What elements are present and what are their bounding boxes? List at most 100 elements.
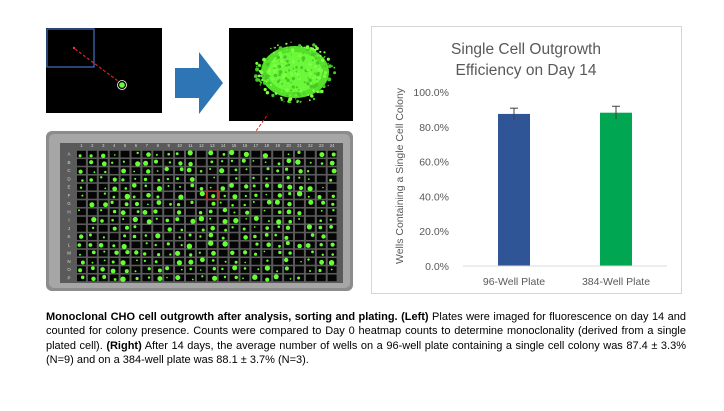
well [273,241,283,249]
well-colony [297,211,302,216]
well-colony [199,191,205,197]
caption-left-label: (Left) [401,311,429,323]
well-colony [199,187,204,191]
well-colony [78,169,83,174]
well-colony [263,209,266,212]
well-colony [209,217,212,220]
well [196,249,206,257]
chart-title-line-2: Efficiency on Day 14 [455,62,596,79]
well [98,258,108,265]
well-colony [307,195,310,198]
well-colony [229,149,235,156]
well [153,241,163,249]
well-colony [278,244,281,248]
well-colony [78,268,83,273]
single-cell [72,46,76,50]
plate-row-label: I [68,218,69,223]
well-colony [124,269,129,274]
well-colony [91,261,94,264]
well-colony [155,217,158,220]
well [175,241,184,249]
well-colony [329,218,332,221]
well-colony [255,242,259,246]
well-colony [266,259,269,262]
well [295,233,304,240]
well-colony [89,202,95,208]
well [87,241,97,249]
well [196,175,206,183]
well-colony [287,184,293,190]
well-colony [176,260,182,266]
well [273,175,283,183]
well-colony [81,179,84,182]
well [153,225,163,232]
well [305,216,315,224]
well [273,159,283,166]
plate-column-label: 18 [264,143,269,148]
well-colony [257,268,260,271]
well-colony [305,243,311,248]
well-colony [320,162,324,165]
well-colony [286,209,292,215]
plate-row-label: L [68,242,71,247]
well-colony [91,217,97,223]
well-colony [297,150,301,154]
well [164,192,174,199]
well-colony [331,152,336,157]
well [175,266,184,273]
well-colony [318,268,322,273]
well [273,233,283,240]
well-colony [307,178,310,180]
well-colony [166,177,170,181]
well-colony [277,183,283,189]
well-colony [122,218,125,221]
well-colony [321,234,326,239]
well [131,241,141,249]
well-colony [252,184,256,188]
well-colony [208,209,213,214]
well-colony [321,200,326,205]
well [273,208,283,216]
well [98,225,108,232]
y-tick-label: 80.0% [419,122,449,134]
well-colony [154,243,157,247]
well [251,150,261,158]
well [153,150,163,158]
well-colony [265,193,268,196]
well-colony [103,250,106,253]
plate-column-label: 1 [80,143,83,148]
well-colony [104,170,107,174]
well-colony [265,277,270,282]
plate-column-label: 16 [243,143,248,148]
well-colony [165,266,170,271]
well [77,216,86,224]
well-colony [319,152,325,158]
bar-2 [600,112,632,267]
well-colony [112,177,117,182]
well-colony [274,233,277,237]
well-colony [306,224,312,230]
well [196,150,206,158]
well-colony [224,260,227,263]
well-colony [234,168,238,172]
well-colony [198,251,201,254]
well-colony [210,160,214,164]
well [240,241,250,249]
well [153,192,163,199]
well-colony [212,275,218,281]
well-colony [166,242,170,246]
well-colony [190,200,194,204]
well [142,233,152,240]
well [229,233,239,240]
plate-column-label: 20 [286,143,291,148]
well-colony [180,268,183,271]
plate-row-label: J [68,226,70,231]
well [229,175,239,183]
well-colony [289,278,292,280]
well-colony [179,185,181,188]
well [77,150,86,158]
well-colony [120,260,126,266]
well [316,183,326,191]
well-colony [234,260,238,264]
well [186,183,195,191]
